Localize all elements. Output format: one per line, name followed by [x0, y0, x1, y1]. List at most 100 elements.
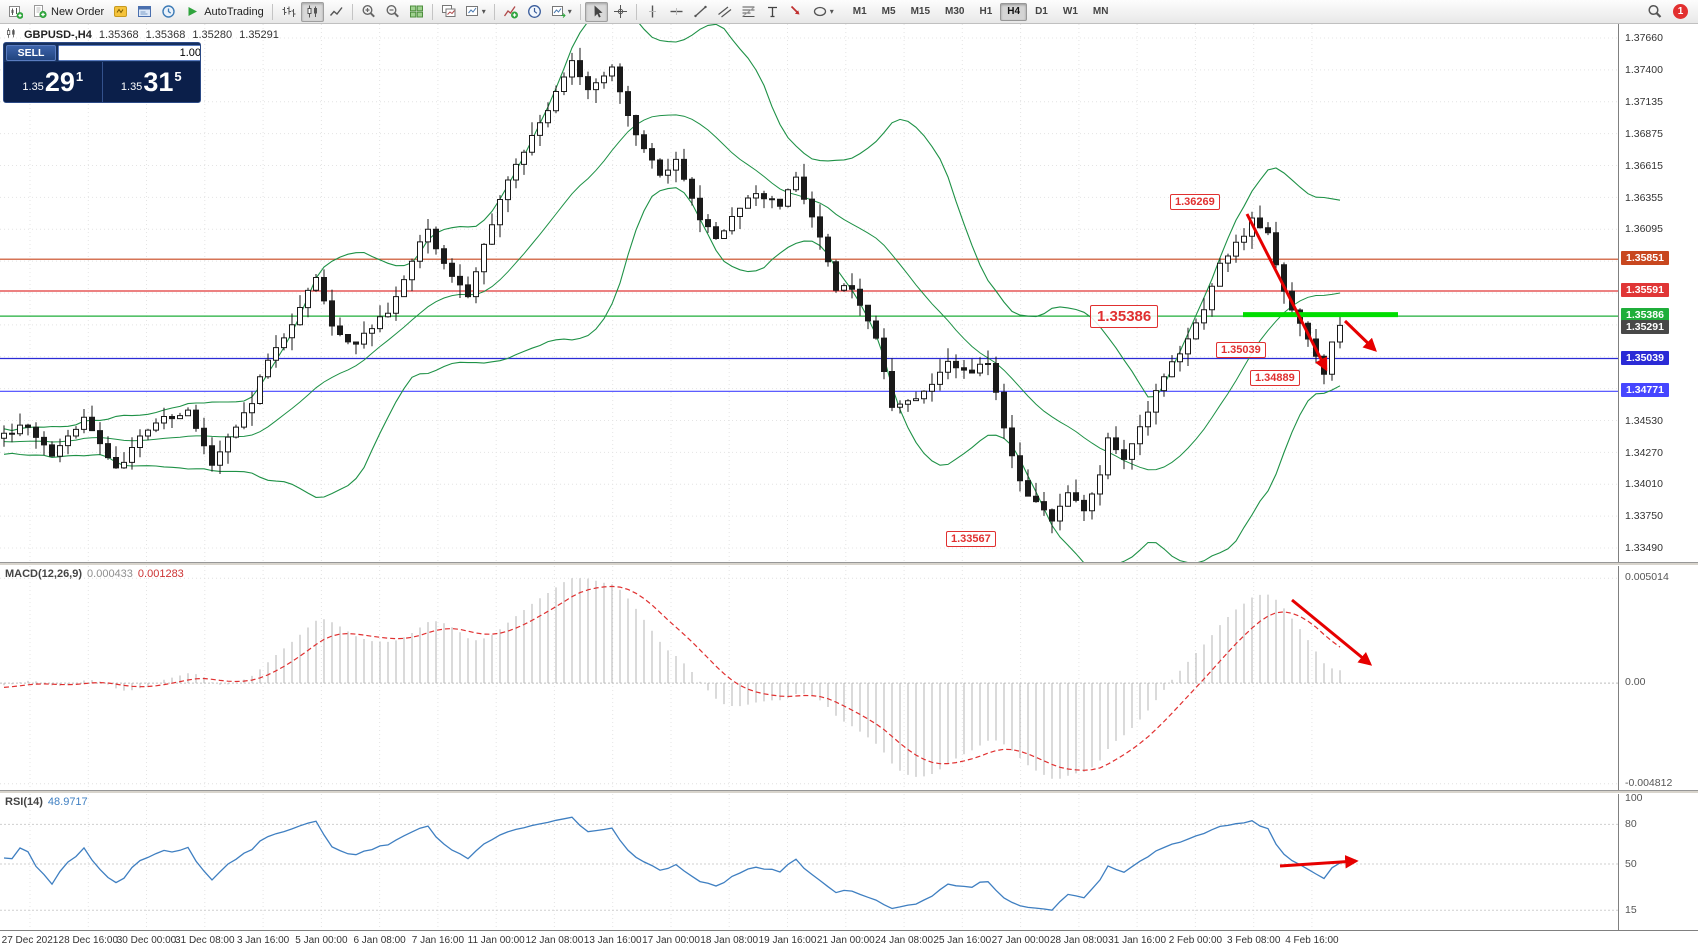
vertical-line-icon[interactable]	[641, 2, 664, 22]
time-label: 28 Dec 16:00	[58, 935, 119, 946]
terminal-icon[interactable]	[133, 2, 156, 22]
time-label: 31 Jan 16:00	[1108, 935, 1167, 946]
bid-prefix: 1.35	[22, 81, 44, 93]
period-clock-icon[interactable]	[523, 2, 546, 22]
chart-bars-icon[interactable]	[277, 2, 300, 22]
time-label: 6 Jan 08:00	[353, 935, 406, 946]
price-tick: 1.33490	[1625, 542, 1663, 554]
time-label: 21 Jan 00:00	[816, 935, 875, 946]
ohlc-high: 1.35368	[145, 28, 186, 41]
timeframe-h4[interactable]: H4	[1000, 2, 1028, 21]
price-tick: 1.36615	[1625, 160, 1663, 172]
metaeditor-icon[interactable]	[109, 2, 132, 22]
price-level-chip: 1.34771	[1621, 383, 1669, 397]
timeframe-mn[interactable]: MN	[1092, 5, 1109, 17]
ask-price[interactable]: 1.35 31 5	[103, 62, 201, 102]
zoom-out-icon[interactable]	[381, 2, 404, 22]
time-label: 24 Jan 08:00	[875, 935, 934, 946]
rsi-value: 48.9717	[47, 796, 88, 808]
tile-windows-icon[interactable]	[405, 2, 428, 22]
sell-button[interactable]: SELL	[6, 44, 56, 61]
price-tick: 1.36355	[1625, 192, 1663, 204]
price-scale[interactable]: 0.005014 0.00 -0.004812 100 80 50 15 1.3…	[1618, 24, 1698, 930]
price-level-chip: 1.35591	[1621, 283, 1669, 297]
price-tick: 1.34530	[1625, 415, 1663, 427]
chart-candles-icon[interactable]	[300, 1, 324, 22]
quote-divider	[101, 62, 103, 102]
toolbar-separator	[635, 3, 637, 20]
export-chart-icon[interactable]: ▾	[547, 2, 576, 22]
timeframe-m30[interactable]: M30	[945, 5, 965, 17]
symbol-period-label: GBPUSD-,H4	[24, 28, 92, 41]
shapes-icon[interactable]: ▾	[809, 2, 838, 22]
rsi-name: RSI(14)	[5, 796, 43, 808]
price-tick: 1.36095	[1625, 223, 1663, 235]
timeframe-w1[interactable]: W1	[1062, 5, 1078, 17]
channel-icon[interactable]	[713, 2, 736, 22]
rsi-scale-100: 100	[1625, 792, 1643, 804]
crosshair-icon[interactable]	[609, 2, 632, 22]
timeframe-m1[interactable]: M1	[852, 5, 867, 17]
fibonacci-icon[interactable]	[737, 2, 760, 22]
macd-name: MACD(12,26,9)	[5, 568, 83, 580]
price-tick: 1.34010	[1625, 478, 1663, 490]
price-tick: 1.37135	[1625, 96, 1663, 108]
new-chart-icon[interactable]	[4, 2, 27, 22]
trendline-icon[interactable]	[689, 2, 712, 22]
time-label: 3 Feb 08:00	[1227, 935, 1281, 946]
price-tick: 1.37400	[1625, 64, 1663, 76]
arrows-tool-icon[interactable]	[785, 2, 808, 22]
ask-pip-digit: 5	[174, 68, 182, 84]
macd-value-main: 0.000433	[87, 568, 133, 580]
ohlc-low: 1.35280	[192, 28, 233, 41]
indicators-add-icon[interactable]	[499, 2, 522, 22]
text-label-icon[interactable]	[761, 2, 784, 22]
price-tick: 1.33750	[1625, 510, 1663, 522]
time-label: 4 Feb 16:00	[1285, 935, 1339, 946]
ask-prefix: 1.35	[120, 81, 143, 93]
templates-icon[interactable]: ▾	[461, 2, 490, 22]
autotrading-button[interactable]: AutoTrading	[181, 2, 268, 22]
chart-canvas[interactable]	[0, 24, 1618, 930]
toolbar: New Order AutoTrading ▾ ▾ ▾ M1 M5 M15 M30 H1 H4 D1…	[0, 0, 1698, 24]
strategy-tester-icon[interactable]	[157, 2, 180, 22]
toolbar-buttons: New Order AutoTrading ▾ ▾ ▾	[4, 1, 838, 22]
zoom-in-icon[interactable]	[357, 2, 380, 22]
ask-big-digits: 31	[143, 67, 174, 97]
rsi-label: RSI(14) 48.9717	[5, 796, 88, 808]
cursor-icon[interactable]	[584, 1, 608, 22]
time-label: 31 Dec 08:00	[175, 935, 235, 946]
panel-splitter[interactable]	[0, 790, 1698, 794]
volume-input[interactable]	[59, 45, 200, 60]
search-icon[interactable]	[1643, 2, 1666, 22]
price-tick: 1.37660	[1625, 32, 1663, 44]
bid-price[interactable]: 1.35 29 1	[4, 62, 102, 102]
time-axis[interactable]: 27 Dec 2021 28 Dec 16:00 30 Dec 00:00 31 De…	[0, 930, 1698, 950]
timeframe-m15[interactable]: M15	[910, 5, 931, 17]
time-label: 17 Jan 00:00	[642, 935, 700, 946]
time-label: 19 Jan 16:00	[758, 935, 817, 946]
quote-prices: 1.35 29 1 1.35 31 5	[4, 62, 200, 102]
volume-field: ▲ ▼	[58, 44, 200, 61]
price-level-chip: 1.35039	[1621, 351, 1669, 365]
timeframe-h1[interactable]: H1	[979, 5, 993, 17]
timeframe-d1[interactable]: D1	[1035, 5, 1048, 17]
chart-line-icon[interactable]	[325, 2, 348, 22]
time-label: 27 Dec 2021	[1, 935, 59, 946]
ohlc-close: 1.35291	[239, 28, 279, 41]
toolbar-separator	[351, 3, 353, 20]
panel-splitter[interactable]	[0, 562, 1698, 566]
time-label: 3 Jan 16:00	[236, 935, 290, 946]
time-label: 12 Jan 08:00	[525, 935, 584, 946]
notifications-badge[interactable]: 1	[1673, 4, 1688, 19]
time-label: 28 Jan 08:00	[1049, 935, 1108, 946]
new-order-button[interactable]: New Order	[28, 2, 108, 22]
rsi-scale-50: 50	[1625, 858, 1637, 870]
horizontal-line-icon[interactable]	[665, 2, 688, 22]
cascade-windows-icon[interactable]	[437, 2, 460, 22]
timeframe-m5[interactable]: M5	[881, 5, 896, 17]
time-label: 30 Dec 00:00	[116, 935, 177, 946]
time-label: 5 Jan 00:00	[295, 935, 348, 946]
time-label: 2 Feb 00:00	[1168, 935, 1223, 946]
quote-panel-controls: SELL ▲ ▼ BUY	[4, 43, 200, 62]
